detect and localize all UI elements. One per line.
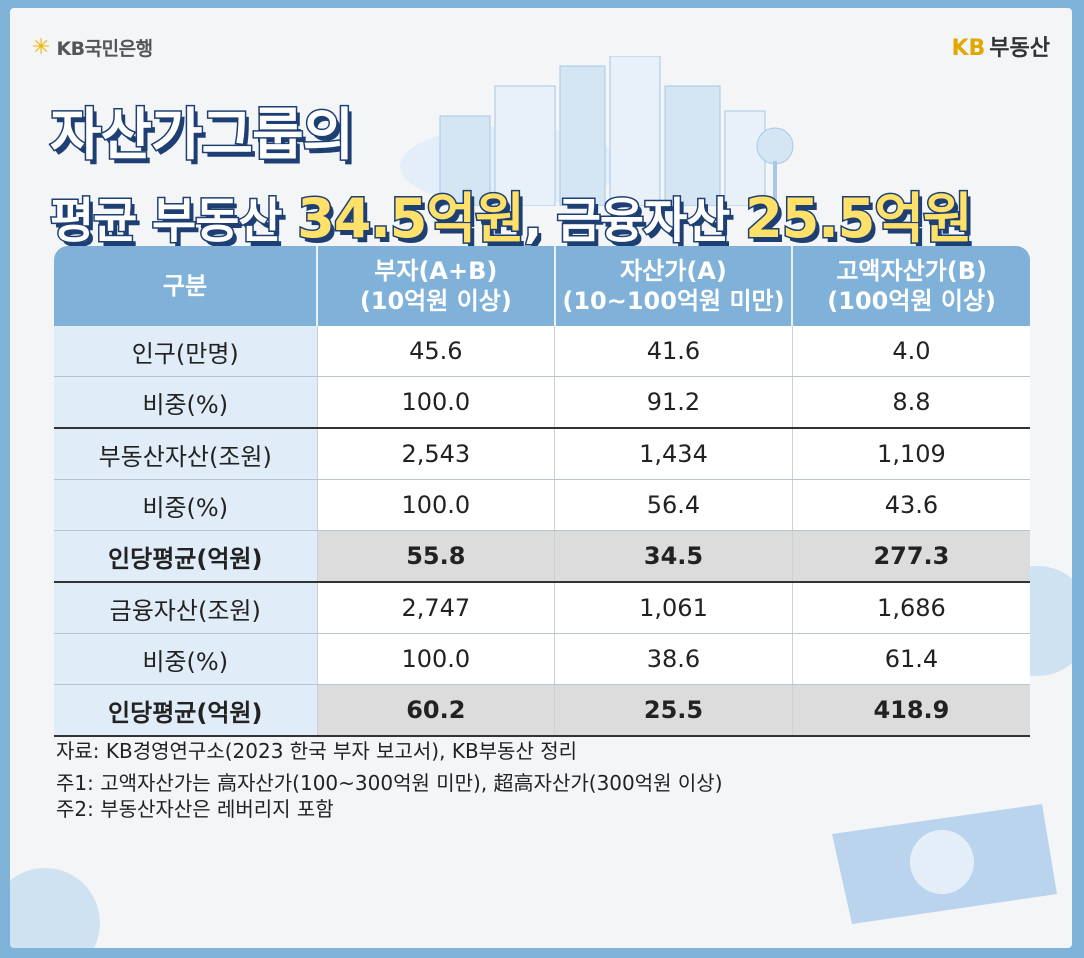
won-bill-icon — [832, 804, 1057, 924]
kb-bank-logo: ✳ KB국민은행 — [32, 34, 153, 61]
row-label: 비중(%) — [54, 633, 318, 685]
headline-line-1: 자산가그룹의 — [48, 102, 355, 170]
row-label: 금융자산(조원) — [54, 582, 318, 634]
footnote-1: 주1: 고액자산가는 高자산가(100~300억원 미만), 超高자산가(300… — [56, 771, 723, 795]
cell-high-asset: 1,686 — [792, 582, 1030, 634]
table-row-average: 인당평균(억원) 55.8 34.5 277.3 — [54, 530, 1030, 583]
kb-star-icon: ✳ — [32, 34, 51, 60]
table-row: 비중(%) 100.0 56.4 43.6 — [54, 479, 1030, 531]
won-coin-icon — [10, 868, 100, 948]
cell-rich: 100.0 — [317, 633, 556, 685]
header-high-asset-title: 고액자산가(B) — [836, 257, 987, 285]
cell-high-asset: 277.3 — [792, 530, 1030, 583]
cell-asset-holder: 38.6 — [554, 633, 793, 685]
cell-rich: 2,747 — [317, 582, 556, 634]
row-label: 비중(%) — [54, 376, 318, 429]
header-rich-title: 부자(A+B) — [374, 257, 498, 285]
table-row: 비중(%) 100.0 91.2 8.8 — [54, 376, 1030, 429]
header-asset-holder-sub: (10~100억원 미만) — [562, 287, 785, 315]
table-header-row: 구분 부자(A+B) (10억원 이상) 자산가(A) (10~100억원 미만) … — [54, 246, 1030, 326]
cell-asset-holder: 1,061 — [554, 582, 793, 634]
headline-highlight-realestate: 34.5억원 — [296, 186, 527, 252]
header-category: 구분 — [54, 246, 318, 326]
row-label: 인구(만명) — [54, 326, 318, 377]
headline-part-2: , 금융자산 — [522, 192, 746, 251]
cell-asset-holder: 25.5 — [554, 684, 793, 737]
cell-high-asset: 43.6 — [792, 479, 1030, 531]
headline-highlight-financial: 25.5억원 — [744, 186, 975, 252]
cell-rich: 100.0 — [317, 376, 556, 429]
row-label: 인당평균(억원) — [54, 530, 318, 583]
cell-rich: 60.2 — [317, 684, 556, 737]
row-label: 비중(%) — [54, 479, 318, 531]
row-label: 부동산자산(조원) — [54, 428, 318, 480]
header-rich: 부자(A+B) (10억원 이상) — [317, 246, 556, 326]
header-category-label: 구분 — [162, 272, 208, 300]
infographic-frame: ✳ KB국민은행 KB 부동산 자산가그룹의 평균 부동산 34.5억원, 금융자… — [10, 8, 1072, 948]
header-asset-holder-title: 자산가(A) — [620, 257, 727, 285]
cell-asset-holder: 41.6 — [554, 326, 793, 377]
cell-high-asset: 4.0 — [792, 326, 1030, 377]
headline-part-1: 평균 부동산 — [48, 192, 298, 251]
cell-rich: 55.8 — [317, 530, 556, 583]
kb-realestate-logo: KB 부동산 — [951, 30, 1050, 62]
headline-line-2: 평균 부동산 34.5억원, 금융자산 25.5억원 — [48, 174, 975, 253]
row-label: 인당평균(억원) — [54, 684, 318, 737]
table-row: 금융자산(조원) 2,747 1,061 1,686 — [54, 582, 1030, 634]
cell-high-asset: 8.8 — [792, 376, 1030, 429]
header-rich-sub: (10억원 이상) — [359, 287, 512, 315]
cell-asset-holder: 91.2 — [554, 376, 793, 429]
cell-rich: 45.6 — [317, 326, 556, 377]
cell-asset-holder: 56.4 — [554, 479, 793, 531]
table-row: 비중(%) 100.0 38.6 61.4 — [54, 633, 1030, 685]
kb-logo-mark: KB — [951, 36, 986, 61]
kb-realestate-logo-text: 부동산 — [989, 36, 1050, 61]
footnotes: 자료: KB경영연구소(2023 한국 부자 보고서), KB부동산 정리 주1… — [56, 738, 723, 822]
header-high-asset-sub: (100억원 이상) — [827, 287, 997, 315]
cell-high-asset: 61.4 — [792, 633, 1030, 685]
cell-asset-holder: 1,434 — [554, 428, 793, 480]
table-row: 부동산자산(조원) 2,543 1,434 1,109 — [54, 428, 1030, 480]
header-high-asset: 고액자산가(B) (100억원 이상) — [792, 246, 1030, 326]
table-row-average: 인당평균(억원) 60.2 25.5 418.9 — [54, 684, 1030, 737]
cell-rich: 2,543 — [317, 428, 556, 480]
wealth-table: 구분 부자(A+B) (10억원 이상) 자산가(A) (10~100억원 미만) … — [54, 246, 1030, 737]
cell-rich: 100.0 — [317, 479, 556, 531]
table-row: 인구(만명) 45.6 41.6 4.0 — [54, 326, 1030, 377]
cell-high-asset: 1,109 — [792, 428, 1030, 480]
cell-asset-holder: 34.5 — [554, 530, 793, 583]
kb-bank-logo-text: KB국민은행 — [56, 38, 153, 60]
source-note: 자료: KB경영연구소(2023 한국 부자 보고서), KB부동산 정리 — [56, 739, 578, 763]
footnote-2: 주2: 부동산자산은 레버리지 포함 — [56, 797, 334, 821]
city-illustration — [400, 56, 794, 206]
header-asset-holder: 자산가(A) (10~100억원 미만) — [554, 246, 794, 326]
cell-high-asset: 418.9 — [792, 684, 1030, 737]
